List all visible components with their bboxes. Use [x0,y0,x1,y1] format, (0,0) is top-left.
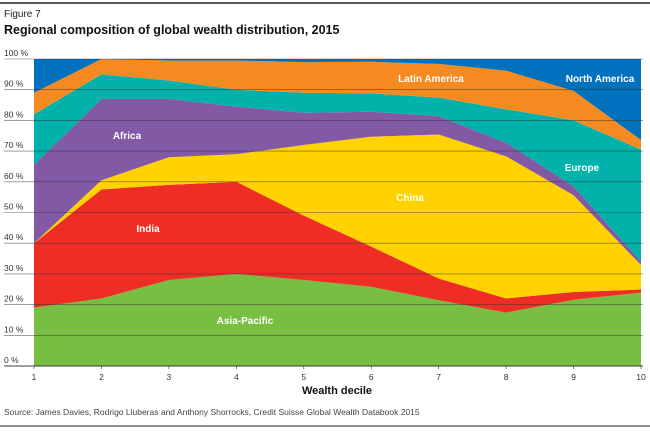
x-tick-labels: 1 2 3 4 5 6 7 8 9 10 [32,366,646,382]
label-north-america: North America [566,74,635,85]
x-tick-label: 9 [571,372,576,382]
area-china [34,134,641,299]
y-tick-label: 70 % [4,140,24,150]
y-tick-label: 30 % [4,263,24,273]
x-tick-label: 4 [234,372,239,382]
figure-label: Figure 7 [4,9,41,20]
area-africa [34,98,641,265]
y-tick-label: 40 % [4,232,24,242]
y-tick-label: 100 % [4,48,29,58]
x-axis-label: Wealth decile [302,385,372,397]
y-tick-label: 60 % [4,171,24,181]
x-tick-label: 8 [504,372,509,382]
area-india [34,181,641,313]
label-asia-pacific: Asia-Pacific [217,316,274,327]
series-labels: Asia-Pacific India China Africa Europe Latin … [113,74,635,327]
y-tick-label: 90 % [4,79,24,89]
gridlines [4,58,643,367]
x-tick-label: 6 [369,372,374,382]
chart-title: Regional composition of global wealth di… [4,23,339,37]
source-note: Source: James Davies, Rodrigo Lluberas a… [4,407,420,417]
area-north-america [34,59,641,141]
y-tick-label: 20 % [4,294,24,304]
y-tick-label: 0 % [4,355,19,365]
x-tick-label: 7 [436,372,441,382]
area-europe [34,74,641,262]
x-tick-label: 1 [32,372,37,382]
x-tick-label: 2 [99,372,104,382]
x-tick-label: 3 [167,372,172,382]
y-tick-label: 80 % [4,109,24,119]
y-tick-labels: 0 % 10 % 20 % 30 % 40 % 50 % 60 % 70 % 80 % 90 % 1… [4,48,29,365]
area-asia-pacific [34,273,641,366]
label-china: China [396,193,424,204]
areas [34,59,641,366]
label-latin-america: Latin America [398,74,464,85]
y-tick-label: 10 % [4,324,24,334]
x-tick-label: 10 [636,372,646,382]
label-africa: Africa [113,131,142,142]
x-tick-label: 5 [301,372,306,382]
label-india: India [136,224,160,235]
label-europe: Europe [565,163,600,174]
area-latin-america [34,59,641,150]
y-tick-label: 50 % [4,202,24,212]
